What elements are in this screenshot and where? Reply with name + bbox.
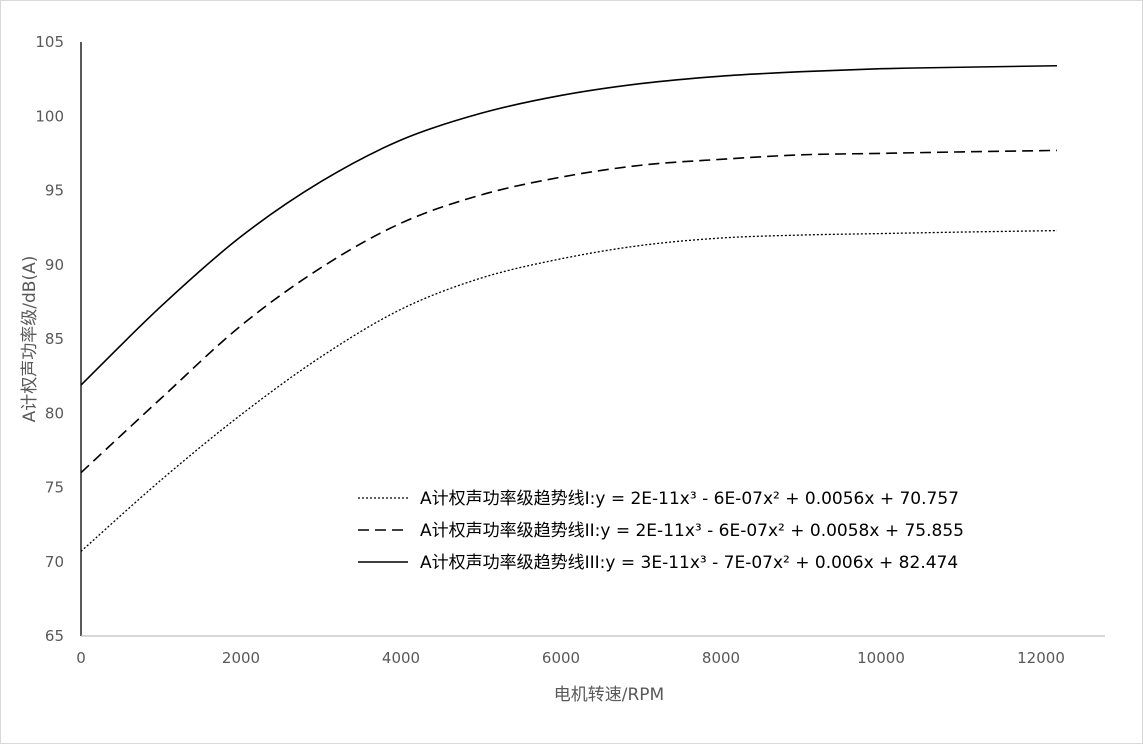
x-tick-label: 10000 — [857, 649, 905, 667]
series-lines — [80, 64, 1058, 552]
y-tick-label: 95 — [45, 182, 64, 200]
series-line-3 — [80, 64, 1058, 386]
y-tick-label: 85 — [45, 330, 64, 348]
x-tick-label: 2000 — [222, 649, 260, 667]
x-tick-label: 12000 — [1017, 649, 1065, 667]
x-tick-label: 6000 — [542, 649, 580, 667]
y-axis-title: A计权声功率级/dB(A) — [20, 256, 40, 423]
x-axis-title: 电机转速/RPM — [554, 685, 664, 705]
legend: A计权声功率级趋势线I:y = 2E-11x³ - 6E-07x² + 0.00… — [358, 489, 964, 573]
y-tick-label: 105 — [35, 33, 64, 51]
y-tick-label: 75 — [45, 479, 64, 497]
y-tick-label: 70 — [45, 553, 64, 571]
series-line-1 — [80, 229, 1058, 552]
series-line-2 — [80, 149, 1058, 474]
legend-label-3: A计权声功率级趋势线III:y = 3E-11x³ - 7E-07x² + 0.… — [420, 553, 958, 573]
y-tick-label: 100 — [35, 107, 64, 125]
x-tick-label: 8000 — [702, 649, 740, 667]
legend-label-1: A计权声功率级趋势线I:y = 2E-11x³ - 6E-07x² + 0.00… — [420, 489, 959, 509]
x-tick-label: 4000 — [382, 649, 420, 667]
y-tick-label: 80 — [45, 404, 64, 422]
legend-label-2: A计权声功率级趋势线II:y = 2E-11x³ - 6E-07x² + 0.0… — [420, 521, 964, 541]
y-tick-label: 90 — [45, 256, 64, 274]
y-tick-label: 65 — [45, 627, 64, 645]
axes — [80, 42, 1105, 637]
x-tick-label: 0 — [76, 649, 86, 667]
